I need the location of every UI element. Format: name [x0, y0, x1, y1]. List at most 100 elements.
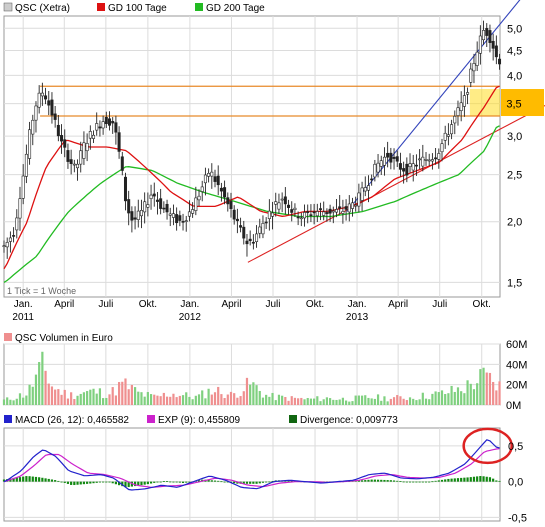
volume-bar: [89, 389, 92, 405]
candle-body: [312, 211, 316, 214]
candle-body: [328, 208, 332, 214]
divergence-bars: [2, 476, 501, 488]
divergence-bar: [389, 480, 392, 482]
candle-body: [357, 192, 361, 207]
divergence-bar: [111, 481, 114, 484]
candle-body: [363, 187, 367, 192]
price-x-tick-label: Jan.: [180, 299, 199, 310]
divergence-bar: [54, 480, 57, 482]
candle-body: [219, 187, 223, 192]
candle-body: [40, 92, 44, 97]
candle-body: [411, 163, 415, 171]
candle-body: [315, 211, 319, 217]
volume-bar: [38, 362, 41, 405]
divergence-bar: [92, 481, 95, 484]
price-x-tick-label: April: [221, 299, 241, 310]
divergence-bar: [444, 479, 447, 482]
candle-body: [162, 207, 166, 210]
divergence-bar: [492, 478, 495, 482]
volume-bar: [114, 395, 117, 405]
volume-bar: [181, 395, 185, 405]
volume-bar: [140, 392, 143, 405]
divergence-bar: [408, 481, 412, 483]
candle-body: [152, 193, 156, 197]
candle-body: [226, 197, 230, 205]
candle-body: [229, 201, 233, 210]
volume-bar: [117, 382, 121, 405]
volume-bar: [124, 378, 127, 405]
volume-bar: [188, 396, 191, 405]
volume-bar: [82, 392, 86, 405]
volume-panel: QSC Volumen in Euro 0M 20M 40M 60M: [2, 333, 527, 412]
candle-body: [443, 132, 447, 141]
divergence-bar: [153, 481, 156, 483]
candle-body: [322, 211, 326, 216]
divergence-bar: [79, 481, 82, 485]
divergence-bar: [117, 481, 121, 486]
volume-bar: [437, 392, 440, 405]
volume-bar: [2, 399, 6, 405]
volume-bar: [431, 393, 434, 405]
divergence-bar: [140, 481, 143, 486]
divergence-bar: [440, 479, 444, 482]
candle-body: [120, 156, 124, 171]
candle-body: [267, 210, 271, 219]
candle-body: [319, 208, 323, 210]
volume-bar: [156, 395, 159, 405]
volume-bar: [482, 367, 485, 405]
divergence-bar: [50, 479, 54, 482]
volume-bar: [57, 389, 60, 405]
volume-bar: [185, 392, 188, 405]
volume-bar: [175, 397, 178, 405]
volume-bar: [424, 398, 428, 405]
candle-body: [8, 237, 12, 242]
divergence-bar: [133, 481, 137, 487]
price-x-axis: Jan. April Juli Okt. Jan. April Juli Okt. Jan. Ap…: [12, 299, 490, 323]
divergence-bar: [44, 478, 47, 482]
price-plot-frame: [3, 15, 501, 298]
candle-body: [498, 58, 502, 65]
candle-body: [434, 157, 438, 160]
candle-body: [2, 245, 6, 247]
volume-bar: [149, 394, 153, 405]
divergence-bar: [162, 481, 165, 482]
volume-bar: [12, 400, 15, 405]
divergence-bar: [178, 481, 181, 483]
volume-bar: [335, 399, 338, 405]
volume-bar: [86, 391, 89, 405]
candle-body: [178, 215, 182, 221]
divergence-legend-label: Divergence: 0,009773: [300, 415, 398, 426]
candle-body: [255, 233, 259, 242]
divergence-bar: [450, 478, 453, 482]
volume-y-tick-label: 60M: [506, 339, 527, 351]
candle-body: [462, 95, 466, 107]
candle-body: [28, 129, 32, 159]
volume-bar: [105, 397, 108, 405]
divergence-bar: [41, 477, 44, 482]
divergence-bar: [207, 479, 210, 482]
divergence-bar: [405, 481, 408, 483]
volume-bar: [73, 399, 76, 405]
candle-body: [261, 223, 265, 235]
candle-body: [277, 202, 281, 210]
volume-bar: [239, 396, 242, 405]
divergence-bar: [197, 480, 201, 482]
volume-bar: [92, 388, 95, 405]
volume-bar: [172, 393, 175, 405]
candle-body: [101, 121, 105, 129]
volume-bar: [102, 398, 105, 405]
price-y-tick-label: 4,0: [507, 70, 522, 82]
volume-bar: [456, 387, 460, 405]
trendlines: [247, 0, 545, 263]
legend-label-gd100: GD 100 Tage: [108, 3, 167, 14]
candle-body: [69, 159, 73, 164]
divergence-bar: [143, 481, 146, 485]
candle-body: [248, 238, 252, 242]
candle-body: [392, 156, 396, 159]
divergence-bar: [223, 481, 226, 483]
candle-body: [207, 173, 211, 177]
candle-body: [376, 162, 380, 173]
divergence-bar: [472, 476, 476, 482]
divergence-bar: [287, 480, 290, 482]
candle-body: [456, 107, 460, 116]
